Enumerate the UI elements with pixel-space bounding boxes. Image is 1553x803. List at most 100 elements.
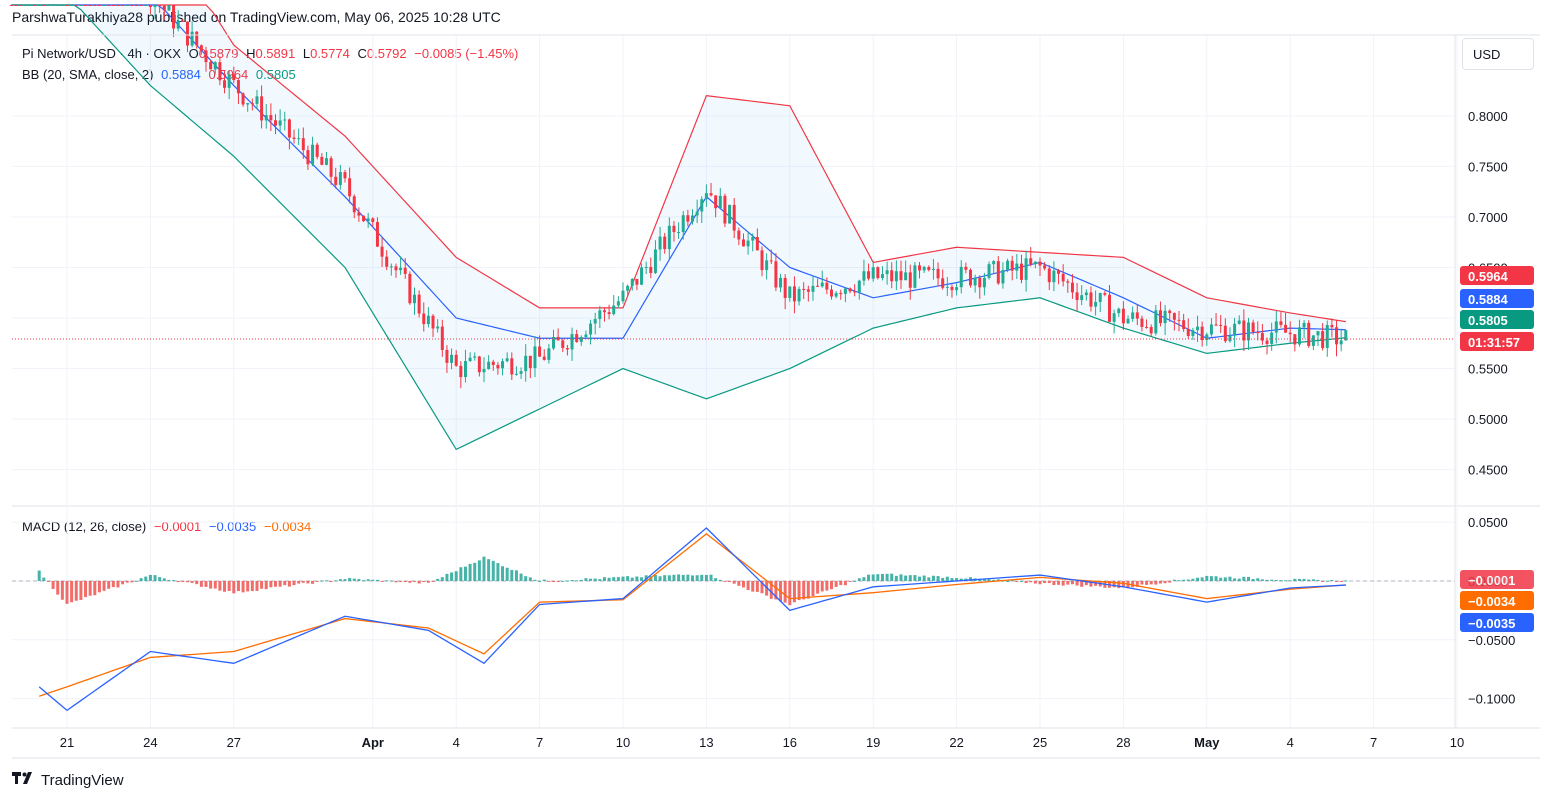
candle-body bbox=[737, 230, 741, 240]
candle-body bbox=[1177, 319, 1181, 321]
candle-body bbox=[755, 237, 759, 251]
macd-hist-bar bbox=[1316, 579, 1320, 581]
macd-hist-bar bbox=[1038, 580, 1042, 585]
symbol-label[interactable]: Pi Network/USD · 4h · OKX bbox=[22, 46, 181, 61]
macd-hist-bar bbox=[899, 574, 903, 581]
candle-body bbox=[857, 280, 861, 293]
macd-hist-bar bbox=[463, 566, 467, 581]
macd-hist-bar bbox=[709, 574, 713, 581]
footer-brand[interactable]: TradingView bbox=[12, 771, 124, 789]
candle-body bbox=[579, 337, 583, 342]
candle-body bbox=[223, 80, 227, 88]
candle-body bbox=[774, 261, 778, 288]
macd-hist-bar bbox=[42, 577, 46, 581]
currency-button[interactable]: USD bbox=[1462, 38, 1534, 70]
candle-body bbox=[28, 5, 32, 6]
candle-body bbox=[153, 5, 157, 8]
candle-body bbox=[880, 274, 884, 279]
macd-hist-bar bbox=[1061, 580, 1065, 586]
macd-hist-bar bbox=[667, 575, 671, 581]
macd-hist-bar bbox=[278, 580, 282, 587]
macd-hist-bar bbox=[1182, 579, 1186, 581]
macd-hist-bar bbox=[1214, 576, 1218, 581]
candle-body bbox=[431, 315, 435, 329]
candle-body bbox=[1288, 332, 1292, 335]
candle-body bbox=[672, 225, 676, 233]
candle-body bbox=[51, 5, 55, 6]
macd-hist-bar bbox=[797, 580, 801, 601]
macd-hist-bar bbox=[510, 569, 514, 581]
macd-hist-bar bbox=[857, 578, 861, 581]
macd-hist-bar bbox=[403, 580, 407, 582]
candle-body bbox=[885, 270, 889, 275]
candle-body bbox=[514, 373, 518, 375]
candle-body bbox=[830, 289, 833, 297]
macd-hist-bar bbox=[1033, 580, 1037, 584]
candle-body bbox=[88, 5, 92, 6]
candle-body bbox=[570, 334, 574, 350]
macd-hist-bar bbox=[1145, 580, 1149, 585]
macd-hist-bar bbox=[788, 580, 792, 606]
macd-hist-bar bbox=[357, 579, 361, 581]
macd-hist-bar bbox=[1066, 580, 1070, 585]
candle-body bbox=[9, 5, 13, 6]
candle-body bbox=[589, 323, 593, 335]
macd-hist-bar bbox=[792, 580, 796, 603]
candle-body bbox=[973, 277, 977, 286]
candle-body bbox=[1297, 327, 1301, 345]
macd-hist-bar bbox=[1186, 579, 1190, 581]
macd-hist-bar bbox=[501, 566, 505, 581]
macd-hist-bar bbox=[1256, 578, 1260, 581]
candle-body bbox=[649, 266, 653, 273]
macd-hist-bar bbox=[830, 580, 833, 590]
macd-hist-bar bbox=[1168, 580, 1172, 583]
macd-hist-bar bbox=[1247, 576, 1250, 581]
macd-label[interactable]: MACD (12, 26, close) bbox=[22, 519, 147, 534]
candle-body bbox=[306, 150, 310, 165]
macd-hist-bar bbox=[51, 580, 55, 589]
candle-body bbox=[1089, 292, 1093, 307]
candle-body bbox=[60, 5, 64, 6]
macd-hist-bar bbox=[691, 575, 694, 581]
candle-body bbox=[524, 355, 528, 372]
candle-body bbox=[677, 232, 681, 234]
macd-hist-bar bbox=[723, 580, 727, 582]
candle-body bbox=[1228, 335, 1232, 342]
macd-hist-bar bbox=[774, 580, 778, 600]
candle-body bbox=[65, 5, 69, 6]
macd-hist-bar bbox=[718, 579, 722, 581]
macd-hist-bar bbox=[880, 573, 884, 581]
macd-hist-bar bbox=[514, 570, 518, 581]
candle-body bbox=[1098, 293, 1102, 302]
candle-body bbox=[496, 364, 500, 369]
macd-hist-bar bbox=[1325, 580, 1329, 582]
candle-body bbox=[1233, 323, 1237, 336]
macd-hist-bar bbox=[46, 580, 50, 582]
macd-hist-bar bbox=[1163, 580, 1167, 584]
macd-hist-bar bbox=[1052, 580, 1056, 585]
macd-hist-bar bbox=[1205, 575, 1209, 581]
bb-label[interactable]: BB (20, SMA, close, 2) bbox=[22, 67, 154, 82]
macd-hist-bar bbox=[602, 577, 606, 581]
macd-hist-bar bbox=[607, 577, 611, 581]
macd-hist-bar bbox=[931, 575, 935, 581]
candle-body bbox=[644, 266, 648, 268]
macd-hist-bar bbox=[1237, 578, 1241, 581]
macd-hist-bar bbox=[487, 559, 491, 581]
macd-hist-bar bbox=[825, 580, 829, 591]
candle-body bbox=[751, 237, 755, 241]
candle-body bbox=[630, 278, 634, 286]
macd-hist-bar bbox=[172, 580, 176, 582]
macd-hist-bar bbox=[570, 580, 574, 582]
macd-hist-bar bbox=[324, 580, 328, 582]
bb-basis-price-tag: 0.5884 bbox=[1460, 289, 1534, 308]
macd-hist-bar bbox=[269, 580, 273, 588]
macd-hist-bar bbox=[116, 580, 120, 588]
candle-body bbox=[1070, 282, 1074, 293]
candle-body bbox=[241, 93, 245, 105]
candle-body bbox=[839, 293, 843, 295]
candle-body bbox=[172, 5, 176, 29]
candle-body bbox=[1038, 261, 1042, 266]
macd-hist-bar bbox=[848, 580, 852, 582]
